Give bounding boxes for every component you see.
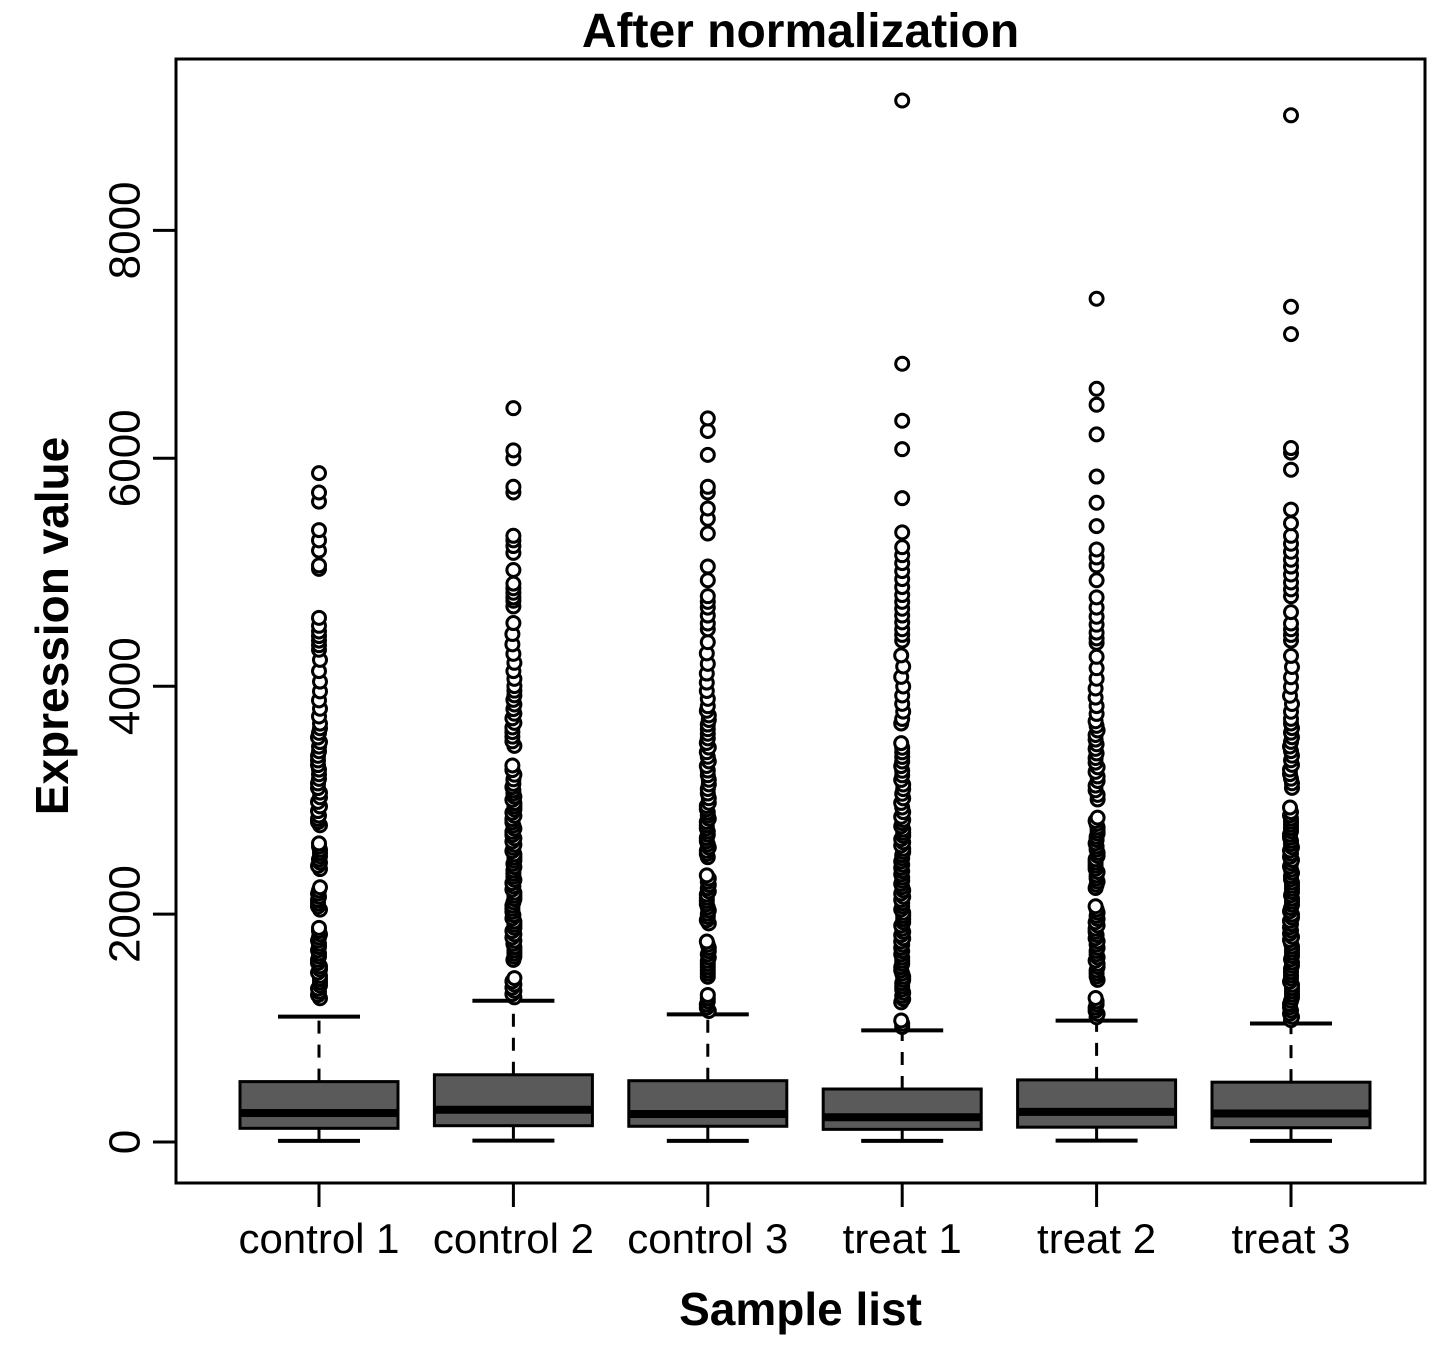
x-tick-label: control 2 — [433, 1215, 594, 1262]
x-tick-label: treat 1 — [843, 1215, 962, 1262]
iqr-box — [238, 1080, 400, 1130]
y-tick-label: 6000 — [101, 409, 150, 507]
x-axis-title: Sample list — [679, 1283, 922, 1335]
iqr-box — [432, 1073, 594, 1128]
y-tick-label: 8000 — [101, 181, 150, 279]
y-axis: 0 2000 4000 6000 8000 — [101, 181, 176, 1154]
y-tick-label: 2000 — [101, 865, 150, 963]
iqr-box — [627, 1079, 789, 1128]
y-tick-label: 0 — [101, 1130, 150, 1154]
boxplot-treat-2 — [1016, 290, 1178, 1143]
x-tick-label: control 1 — [238, 1215, 399, 1262]
x-tick-label: control 3 — [627, 1215, 788, 1262]
iqr-box — [1016, 1078, 1178, 1129]
boxplot-control-2 — [432, 400, 594, 1143]
y-tick-label: 4000 — [101, 637, 150, 735]
x-tick-label: treat 2 — [1037, 1215, 1156, 1262]
x-axis: control 1 control 2 control 3 treat 1 treat … — [238, 1183, 1351, 1262]
chart-title: After normalization — [581, 5, 1020, 58]
x-tick-label: treat 3 — [1231, 1215, 1350, 1262]
boxplot-treat-1 — [821, 92, 983, 1143]
boxplot-control-1 — [238, 465, 400, 1143]
iqr-box — [1210, 1080, 1372, 1130]
boxplot-treat-3 — [1210, 107, 1372, 1143]
plot-frame — [174, 57, 1427, 1185]
boxplot-control-3 — [627, 410, 789, 1143]
iqr-box — [821, 1087, 983, 1131]
